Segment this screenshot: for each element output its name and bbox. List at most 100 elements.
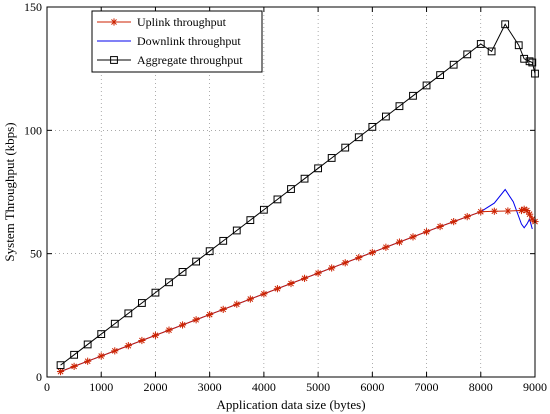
data-point-star: [422, 228, 431, 236]
legend-label: Uplink throughput: [137, 15, 227, 29]
data-point-square: [232, 226, 241, 235]
data-point-square: [476, 40, 485, 48]
y-tick-label: 100: [24, 123, 42, 137]
data-point-square: [70, 350, 79, 359]
data-point-star: [490, 207, 498, 215]
data-point-square: [178, 268, 187, 276]
data-point-square: [436, 71, 445, 79]
data-point-star: [300, 274, 309, 282]
data-point-square: [300, 174, 309, 183]
data-point-star: [382, 243, 390, 251]
data-point-star: [84, 357, 92, 365]
y-tick-label: 150: [24, 0, 42, 14]
data-point-square: [219, 236, 228, 245]
data-point-star: [165, 326, 173, 334]
data-point-square: [409, 91, 417, 100]
data-point-star: [111, 347, 119, 355]
x-tick-label: 8000: [469, 380, 493, 394]
data-point-square: [165, 278, 173, 287]
x-axis-ticks: 0 1000 2000 3000 4000 5000 6000 7000 8000 9000: [44, 7, 547, 394]
legend-item: Aggregate throughput: [97, 53, 243, 67]
data-point-star: [70, 362, 78, 370]
data-point-square: [525, 57, 534, 66]
x-tick-label: 2000: [143, 380, 167, 394]
series-line: [60, 208, 536, 373]
data-point-square: [314, 164, 323, 173]
data-point-star: [192, 316, 200, 324]
data-point-star: [246, 295, 254, 303]
y-tick-label: 50: [30, 247, 42, 261]
data-point-star: [409, 233, 417, 241]
data-point-star: [219, 305, 227, 314]
series-3: [56, 20, 539, 370]
data-point-square: [501, 20, 510, 29]
data-point-star: [287, 279, 295, 288]
data-point-square: [528, 58, 537, 67]
data-point-square: [520, 54, 529, 63]
data-point-square: [449, 60, 458, 69]
x-tick-label: 9000: [523, 380, 547, 394]
y-tick-label: 0: [36, 370, 42, 384]
data-point-square: [259, 205, 268, 214]
data-point-square: [205, 247, 214, 256]
x-tick-label: 5000: [306, 380, 330, 394]
data-point-star: [450, 218, 458, 226]
series-1: [56, 205, 539, 376]
data-point-star: [314, 269, 322, 277]
data-point-square: [354, 133, 363, 142]
y-axis-label: System Throughput (kbps): [2, 122, 17, 261]
data-point-square: [246, 216, 255, 225]
plot-frame: [46, 6, 536, 378]
x-tick-label: 6000: [360, 380, 384, 394]
legend-label: Aggregate throughput: [137, 53, 243, 67]
data-point-star: [525, 210, 534, 218]
data-point-square: [368, 122, 377, 131]
data-point-star: [523, 206, 531, 215]
data-point-square: [463, 50, 472, 59]
data-point-star: [328, 264, 336, 272]
data-point-square: [97, 330, 106, 338]
data-point-star: [463, 213, 471, 221]
data-point-star: [477, 208, 485, 216]
data-point-square: [56, 361, 65, 370]
data-point-star: [206, 310, 214, 319]
y-axis-ticks: 0 50 100 150: [24, 0, 535, 384]
data-point-star: [151, 331, 160, 339]
data-point-star: [138, 336, 146, 345]
data-point-star: [233, 300, 241, 308]
grid: [47, 7, 535, 377]
data-point-star: [178, 321, 187, 329]
data-point-star: [436, 222, 444, 231]
x-tick-label: 4000: [252, 380, 276, 394]
legend-label: Downlink throughput: [137, 34, 241, 48]
data-point-square: [137, 299, 146, 307]
data-point-square: [151, 288, 160, 297]
data-point-square: [273, 195, 282, 204]
data-point-square: [422, 81, 431, 90]
series-layer: [56, 20, 539, 376]
x-tick-label: 7000: [415, 380, 439, 394]
data-point-star: [260, 290, 268, 298]
data-point-star: [395, 238, 404, 246]
x-tick-label: 0: [44, 380, 50, 394]
data-point-square: [110, 319, 119, 328]
data-point-square: [514, 41, 523, 50]
data-point-star: [504, 207, 512, 215]
data-point-star: [355, 254, 363, 262]
data-point-star: [124, 342, 132, 350]
data-point-square: [192, 257, 201, 266]
data-point-star: [368, 248, 376, 257]
data-point-square: [327, 154, 336, 162]
data-point-square: [287, 185, 295, 193]
x-tick-label: 3000: [198, 380, 222, 394]
x-axis-label: Application data size (bytes): [216, 397, 365, 412]
data-point-square: [341, 143, 350, 152]
data-point-square: [124, 309, 133, 318]
data-point-square: [395, 102, 404, 111]
legend-item: Downlink throughput: [97, 34, 241, 48]
data-point-square: [381, 112, 390, 121]
data-point-star: [56, 367, 65, 376]
legend-item: Uplink throughput: [97, 15, 227, 29]
data-point-square: [487, 47, 496, 56]
legend: Uplink throughput Downlink throughput Aggr…: [91, 10, 263, 73]
